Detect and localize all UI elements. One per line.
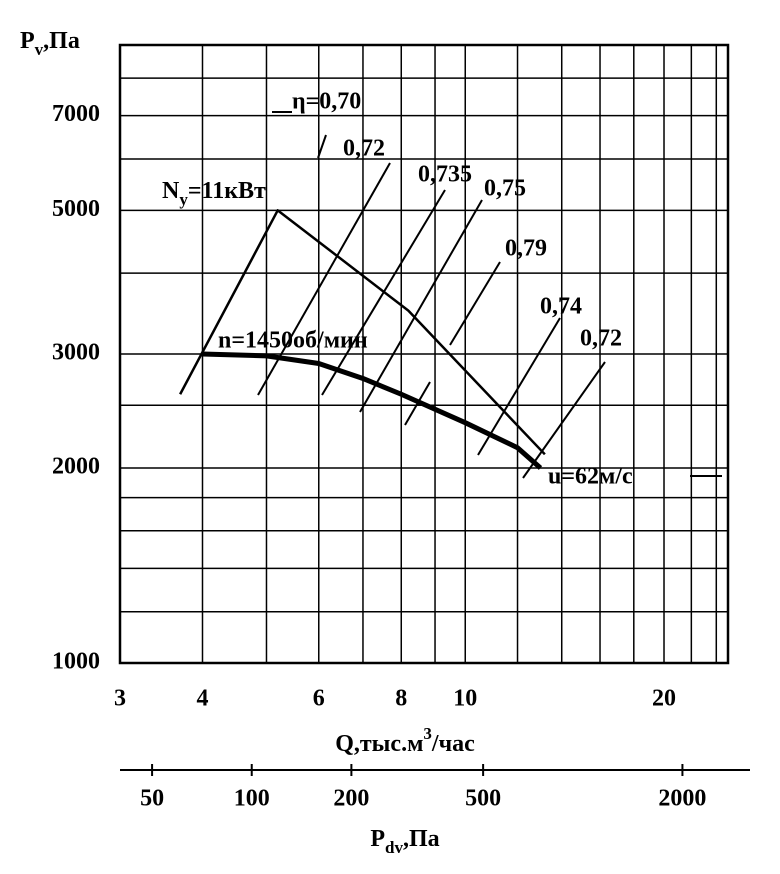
x2-tick-label: 2000 bbox=[658, 786, 706, 812]
annotation: 0,74 bbox=[540, 294, 582, 320]
x2-tick-label: 500 bbox=[465, 786, 501, 812]
annotation-leader bbox=[317, 134, 327, 159]
x-tick-label: 4 bbox=[196, 686, 208, 712]
power-label: Ny=11кВт bbox=[162, 178, 266, 210]
data-line bbox=[202, 351, 543, 470]
annotation: 0,79 bbox=[505, 236, 547, 262]
y-axis-label-part: v bbox=[35, 40, 44, 59]
annotation-leader bbox=[449, 261, 501, 346]
annotation: n=1450об/мин bbox=[218, 328, 368, 354]
x-axis-label: Q,тыс.м3/час bbox=[335, 724, 475, 756]
y-axis-label: Pv,Па bbox=[20, 28, 80, 60]
annotation: η=0,70 bbox=[292, 89, 361, 115]
x-tick-label: 8 bbox=[395, 686, 407, 712]
x-tick-label: 6 bbox=[313, 686, 325, 712]
x2-axis-label-part: P bbox=[370, 826, 385, 852]
annotation-leader bbox=[477, 317, 561, 456]
x2-axis-label-part: dv bbox=[385, 838, 403, 857]
annotation-leader bbox=[404, 381, 431, 426]
x2-axis-label-part: ,Па bbox=[403, 826, 440, 852]
plot-frame bbox=[118, 43, 730, 665]
annotation-leader bbox=[321, 189, 446, 396]
x-axis-label-part: Q,тыс.м bbox=[335, 731, 423, 757]
x-axis-label-part: /час bbox=[431, 731, 475, 757]
data-line bbox=[179, 209, 546, 456]
x-axis-label-part: 3 bbox=[423, 724, 432, 743]
y-tick-label: 7000 bbox=[52, 101, 100, 127]
x-tick-label: 3 bbox=[114, 686, 126, 712]
x2-axis-label: Pdv,Па bbox=[370, 826, 439, 858]
annotation: 0,735 bbox=[418, 162, 472, 188]
y-tick-label: 3000 bbox=[52, 340, 100, 366]
annotation: 0,72 bbox=[343, 136, 385, 162]
power-label-part: =11кВт bbox=[188, 178, 266, 204]
x-tick-label: 10 bbox=[453, 686, 477, 712]
annotation-leader bbox=[359, 199, 483, 413]
x2-tick-label: 50 bbox=[140, 786, 164, 812]
x2-tick-label: 100 bbox=[234, 786, 270, 812]
y-tick-label: 2000 bbox=[52, 454, 100, 480]
annotation: u=62м/с bbox=[548, 464, 633, 490]
power-label-part: N bbox=[162, 178, 180, 204]
annotation-leader bbox=[257, 162, 391, 396]
annotation-leader bbox=[522, 361, 606, 479]
power-label-part: y bbox=[179, 190, 188, 209]
x2-tick-label: 200 bbox=[333, 786, 369, 812]
y-tick-label: 1000 bbox=[52, 649, 100, 675]
y-axis-label-part: P bbox=[20, 28, 35, 54]
annotation: 0,75 bbox=[484, 176, 526, 202]
annotation: 0,72 bbox=[580, 326, 622, 352]
y-tick-label: 5000 bbox=[52, 196, 100, 222]
x-tick-label: 20 bbox=[652, 686, 676, 712]
y-axis-label-part: ,Па bbox=[43, 28, 80, 54]
